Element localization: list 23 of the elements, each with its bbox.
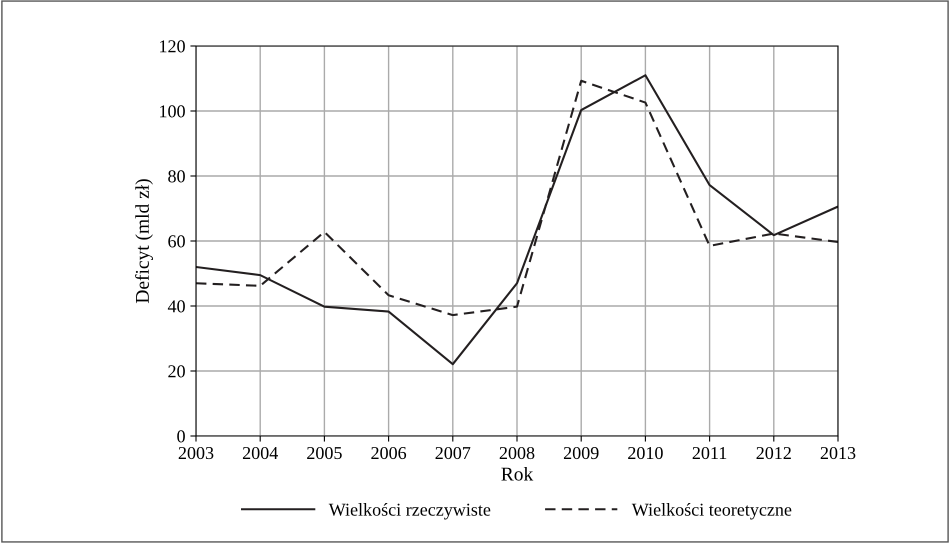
y-tick-label: 20 [168,365,185,378]
x-tick-label: 2010 [628,446,663,460]
x-axis-title: Rok [501,466,534,481]
y-tick-label: 0 [177,430,185,442]
x-tick-label: 2013 [820,446,856,460]
x-tick-label: 2008 [500,446,534,460]
y-tick-label: 40 [168,300,185,312]
x-tick-label: 2005 [307,446,342,460]
x-tick-label: 2011 [692,446,726,460]
legend-label: Wielkości rzeczywiste [328,503,490,520]
y-tick-label: 120 [160,40,185,52]
x-tick-label: 2003 [178,446,214,460]
x-tick-label: 2012 [756,446,791,460]
y-tick-label: 60 [168,235,185,248]
x-tick-label: 2009 [564,446,599,460]
y-axis-title: Deficyt (mld zł) [135,179,153,304]
legend-label: Wielkości teoretyczne [632,503,792,520]
y-tick-label: 80 [168,170,185,182]
x-tick-label: 2007 [436,446,470,460]
x-tick-label: 2004 [242,446,278,460]
x-tick-label: 2006 [371,446,406,460]
line-series [196,74,838,366]
y-tick-label: 100 [160,105,185,118]
